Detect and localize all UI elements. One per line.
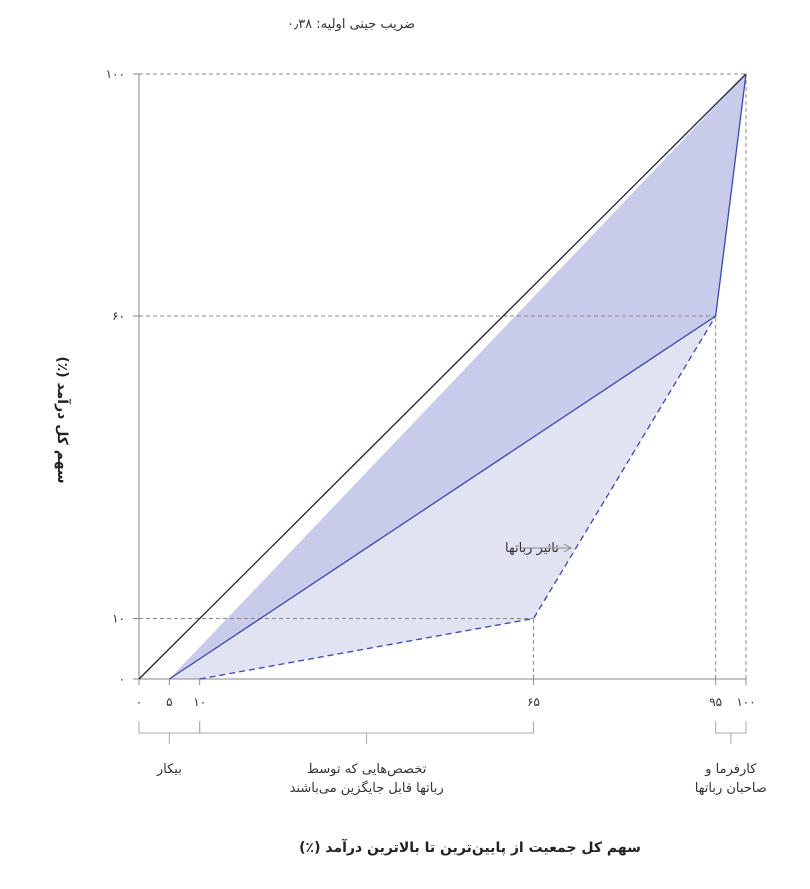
series-lines [138,73,747,680]
axes [138,74,746,680]
group-label-line: رباتها قابل جایگزین می‌باشند [290,780,444,796]
robots-effect-annotation: تاثیر رباتها [505,541,573,556]
x-tick-label: ۱۰ [193,695,206,709]
group-bracket [715,721,747,744]
group-label-line: تخصص‌هایی که توسط [307,762,427,777]
group-bracket [199,721,535,744]
group-label-line: بیکار [156,762,182,777]
guide-lines [139,73,747,679]
group-bracket [138,721,201,744]
chart-subtitle: ضریب جینی اولیه: ۰٫۳۸ [287,17,415,32]
x-tick-label: ۵ [166,695,172,709]
x-tick-label: ۹۵ [709,695,722,709]
y-tick-label: ۱۰۰ [106,67,125,81]
x-axis-title: سهم کل جمعیت از پایین‌ترین تا بالاترین د… [299,838,641,856]
y-tick-label: ۰ [119,672,125,686]
y-tick-label: ۶۰ [112,309,125,323]
y-axis-title: سهم کل درآمد (٪) [54,356,72,483]
group-label-line: کارفرما و [704,762,757,777]
series-line-2 [199,315,717,680]
series-line-0 [138,73,747,680]
x-tick-label: ۱۰۰ [736,695,755,709]
tick-labels: ۰ ۵ ۱۰ ۶۵ ۹۵ ۱۰۰ ۰ ۱۰ ۶۰ ۱۰۰ [106,67,756,709]
y-tick-label: ۱۰ [112,612,125,626]
x-tick-label: ۰ [136,695,142,709]
group-brackets: بیکار تخصص‌هایی که توسط رباتها قابل جایگزی… [138,721,767,796]
x-tick-label: ۶۵ [527,695,540,709]
group-label-line: صاحبان رباتها [695,781,767,796]
arrow-right-icon [563,543,573,553]
